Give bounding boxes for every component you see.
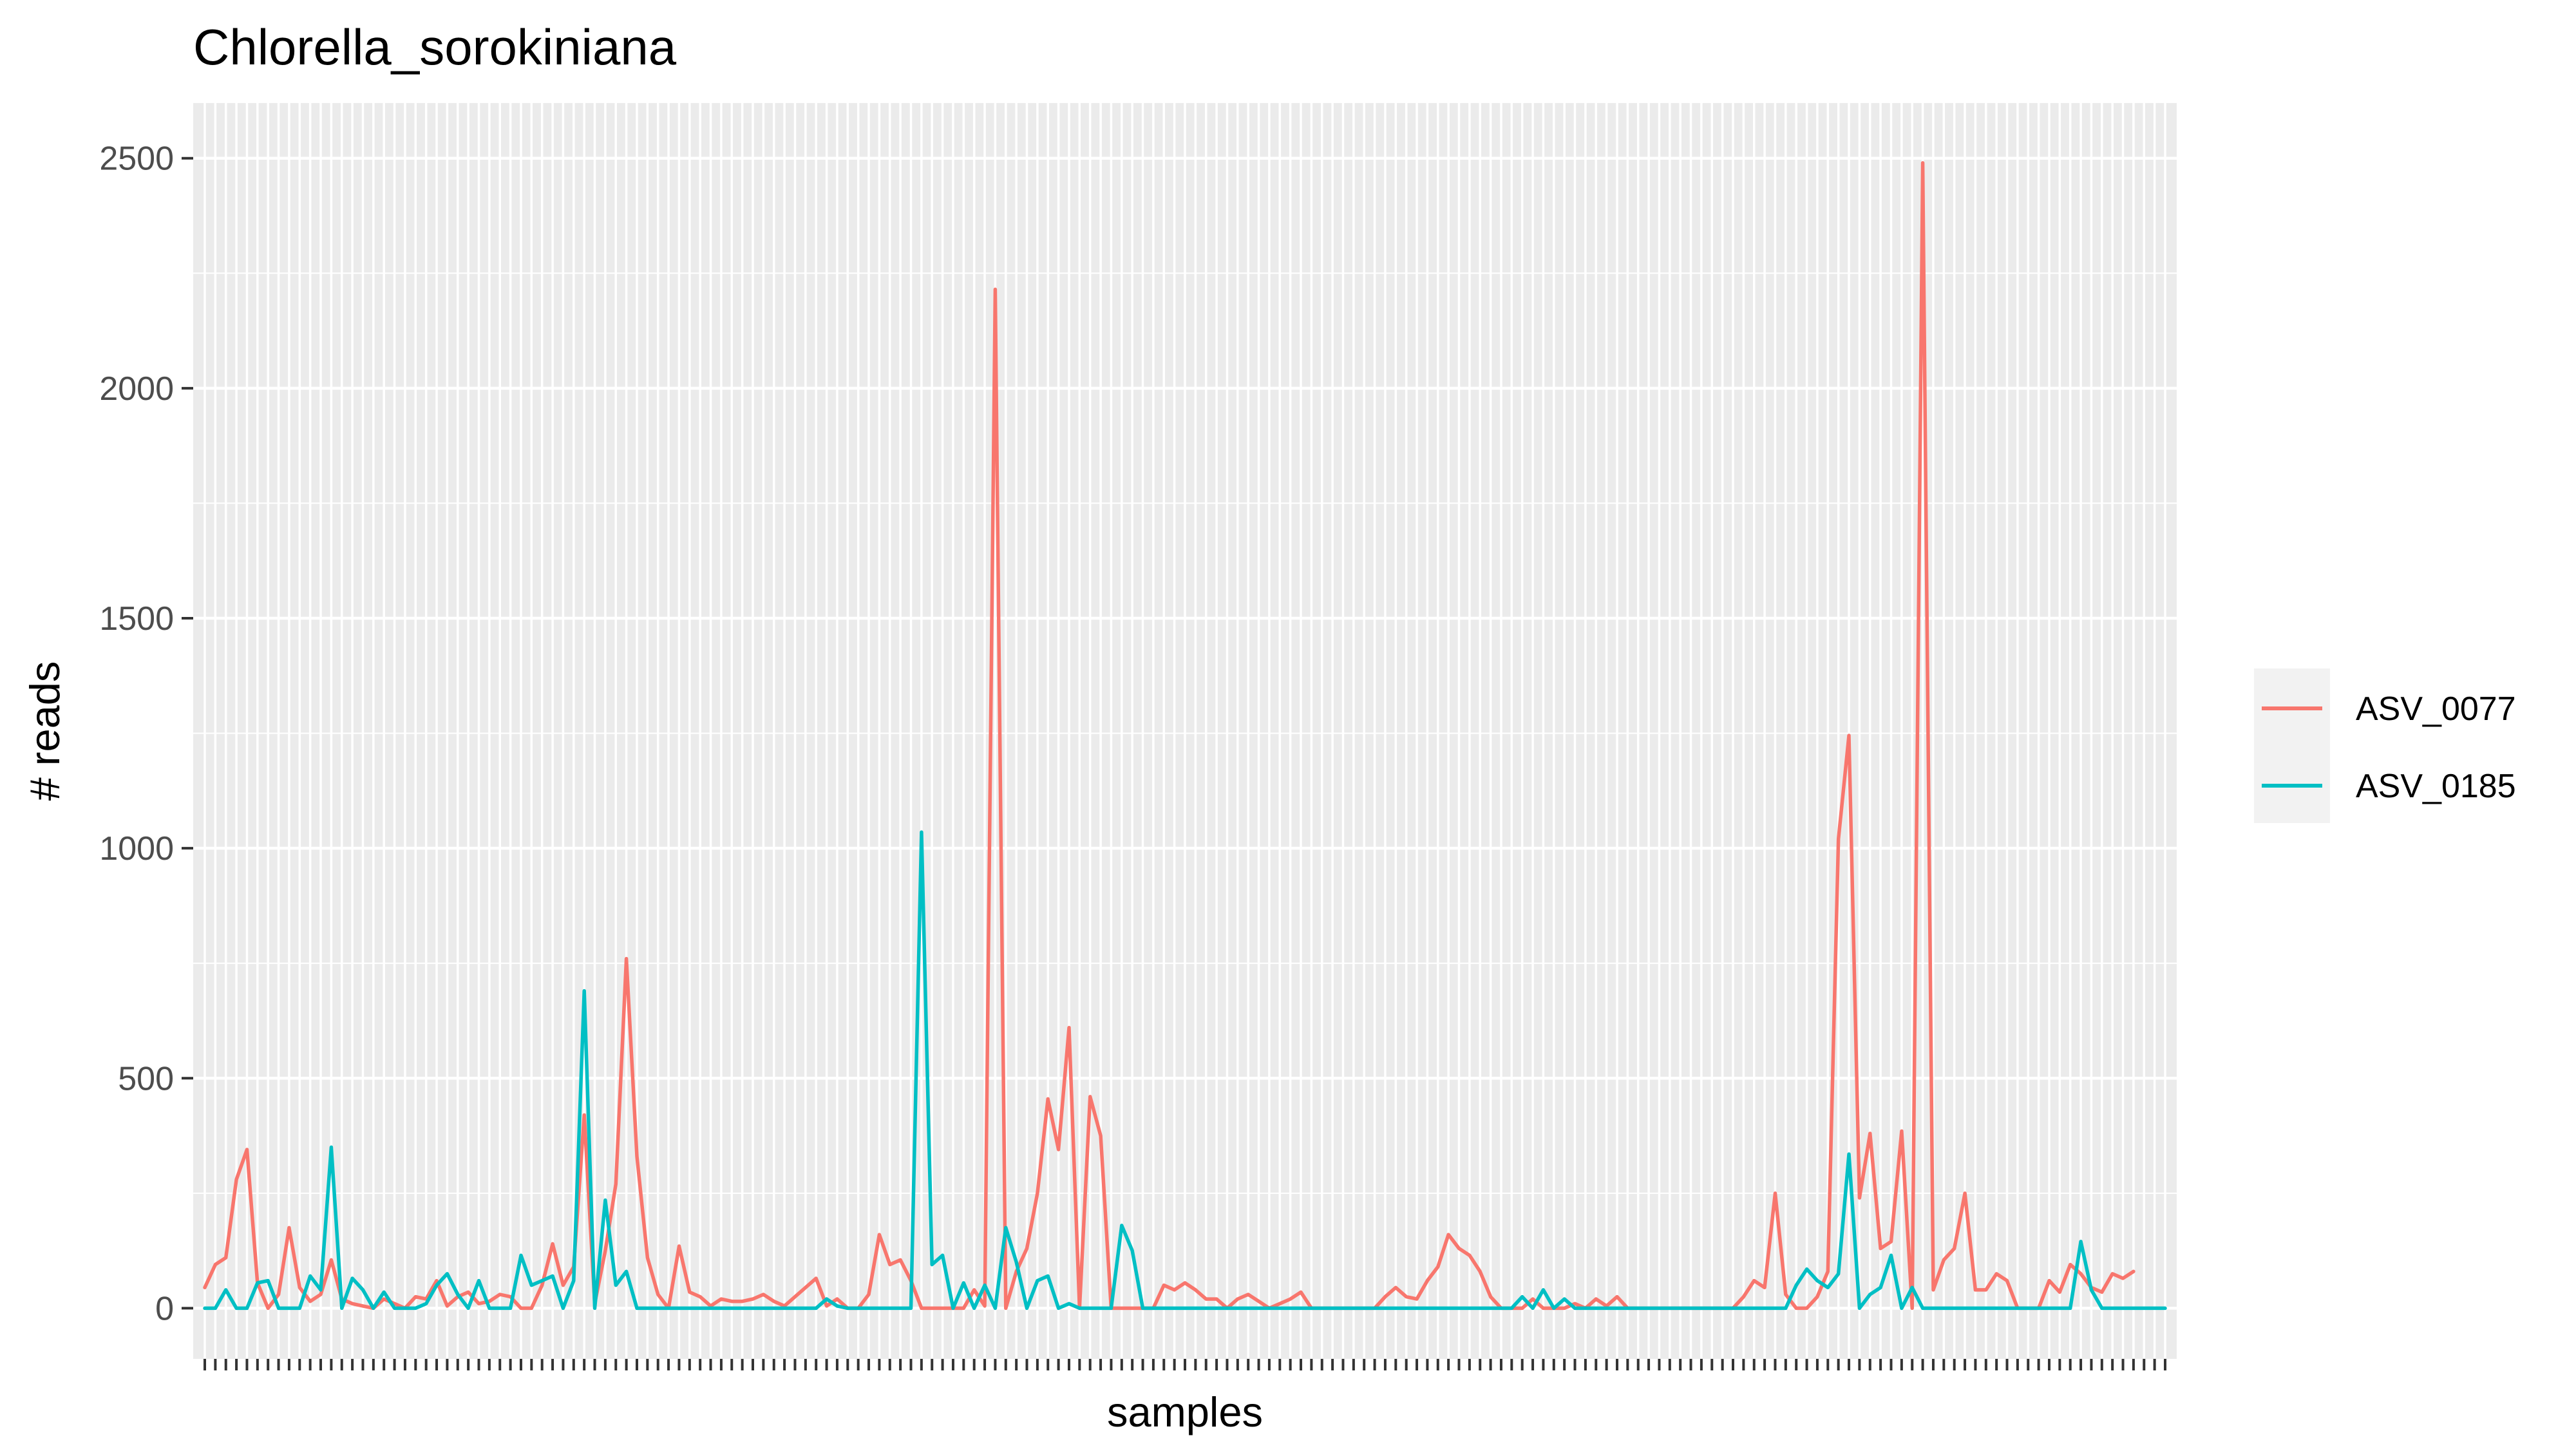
grid-lines — [193, 103, 2177, 1359]
y-tick-label: 0 — [155, 1290, 174, 1327]
series-lines — [203, 161, 2167, 1311]
y-tick-label: 1500 — [99, 600, 174, 638]
y-tick-label: 500 — [118, 1060, 174, 1097]
legend-label-asv-0077: ASV_0077 — [2356, 690, 2516, 728]
y-axis-title: # reads — [21, 661, 68, 801]
y-tick-label: 1000 — [99, 830, 174, 867]
series-line-asv-0077 — [203, 161, 2136, 1311]
legend: ASV_0077 ASV_0185 — [2254, 668, 2516, 823]
x-axis-title: samples — [1107, 1388, 1263, 1435]
axis-ticks: 0 500 1000 1500 2000 2500 — [99, 140, 2166, 1370]
chart-title: Chlorella_sorokiniana — [193, 19, 677, 75]
legend-label-asv-0185: ASV_0185 — [2356, 768, 2516, 805]
series-line-asv-0185 — [203, 830, 2167, 1311]
legend-key-background — [2254, 668, 2330, 823]
y-tick-label: 2500 — [99, 140, 174, 178]
y-tick-label: 2000 — [99, 370, 174, 408]
